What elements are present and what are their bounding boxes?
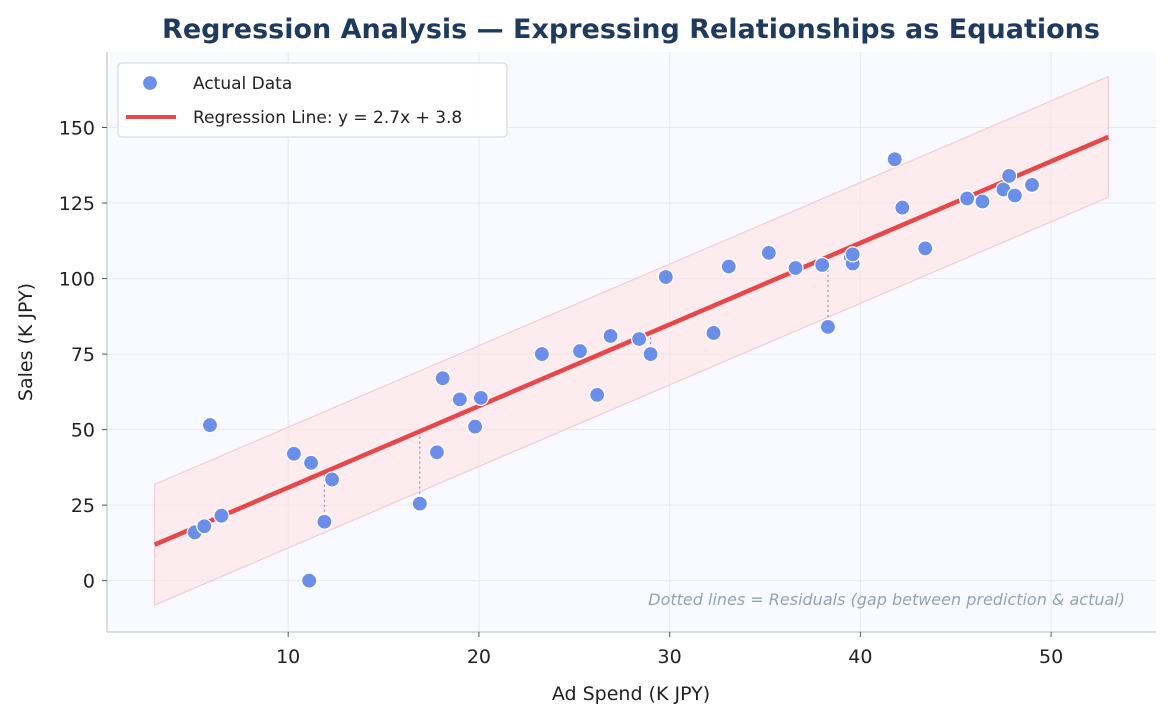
legend: Actual Data Regression Line: y = 2.7x + … bbox=[117, 62, 508, 138]
data-point bbox=[533, 345, 550, 363]
data-point bbox=[1006, 187, 1023, 204]
legend-label-actual: Actual Data bbox=[193, 74, 292, 94]
data-point bbox=[213, 507, 230, 524]
data-point bbox=[974, 193, 991, 210]
data-point bbox=[301, 572, 318, 589]
data-point bbox=[411, 495, 428, 512]
data-point bbox=[201, 416, 219, 434]
residual-note: Dotted lines = Residuals (gap between pr… bbox=[648, 590, 1125, 609]
x-tick-label: 40 bbox=[848, 646, 872, 668]
data-point bbox=[472, 389, 489, 406]
y-tick-label: 125 bbox=[59, 193, 95, 215]
data-point bbox=[323, 471, 341, 488]
data-point bbox=[302, 454, 320, 471]
data-point bbox=[589, 386, 606, 403]
x-tick-label: 30 bbox=[658, 646, 682, 668]
data-points bbox=[186, 151, 1041, 589]
x-tick-label: 20 bbox=[467, 646, 491, 668]
y-axis-label: Sales (K JPY) bbox=[15, 283, 37, 401]
tick-labels: 10 20 30 40 50 0 25 50 75 100 125 150 bbox=[59, 118, 1063, 668]
data-point bbox=[959, 190, 976, 207]
data-point bbox=[631, 330, 648, 348]
data-point bbox=[819, 318, 837, 335]
data-point bbox=[316, 513, 333, 530]
y-tick-label: 0 bbox=[83, 571, 95, 593]
data-point bbox=[451, 391, 468, 408]
legend-scatter-marker bbox=[141, 74, 159, 92]
x-axis-label: Ad Spend (K JPY) bbox=[552, 683, 710, 705]
legend-label-regression: Regression Line: y = 2.7x + 3.8 bbox=[193, 108, 462, 128]
data-point bbox=[917, 240, 934, 257]
y-tick-label: 100 bbox=[59, 269, 95, 291]
data-point bbox=[787, 259, 804, 277]
y-tick-label: 25 bbox=[71, 495, 95, 517]
y-tick-label: 75 bbox=[71, 344, 95, 366]
data-point bbox=[642, 345, 659, 363]
data-point bbox=[705, 324, 722, 342]
data-point bbox=[814, 256, 831, 274]
data-point bbox=[760, 244, 777, 261]
y-tick-label: 50 bbox=[71, 420, 95, 442]
data-point bbox=[1001, 167, 1018, 184]
x-tick-label: 50 bbox=[1039, 646, 1063, 668]
data-point bbox=[1023, 176, 1041, 194]
data-point bbox=[657, 268, 674, 286]
data-point bbox=[720, 258, 737, 275]
data-point bbox=[196, 518, 213, 535]
data-point bbox=[602, 327, 619, 345]
data-point bbox=[285, 445, 303, 462]
data-point bbox=[434, 370, 451, 387]
data-point bbox=[571, 342, 589, 360]
data-point bbox=[894, 199, 911, 216]
data-point bbox=[467, 418, 484, 435]
data-point bbox=[428, 444, 446, 461]
data-point bbox=[886, 151, 903, 168]
x-tick-label: 10 bbox=[276, 646, 300, 668]
data-point bbox=[844, 246, 861, 263]
chart-title: Regression Analysis — Expressing Relatio… bbox=[162, 14, 1100, 45]
legend-box bbox=[117, 62, 508, 138]
y-tick-label: 150 bbox=[59, 118, 95, 140]
axes bbox=[106, 52, 1156, 633]
